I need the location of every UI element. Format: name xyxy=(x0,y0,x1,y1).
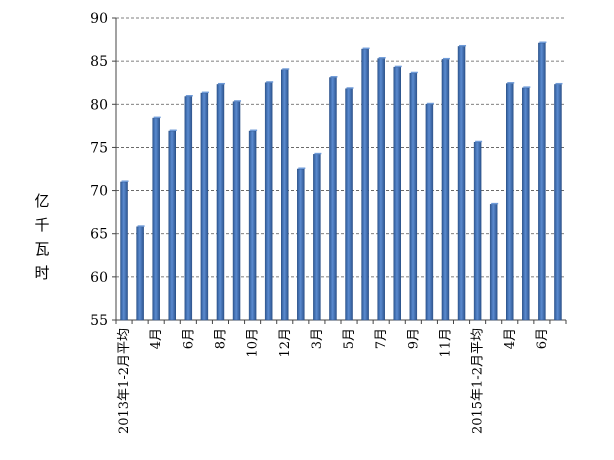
x-tick-label: 12月 xyxy=(278,328,293,358)
bar xyxy=(136,226,144,321)
bar-top xyxy=(459,44,467,47)
bar-top xyxy=(137,225,145,227)
bar-top xyxy=(523,86,531,88)
y-axis-label-char: 千 xyxy=(34,216,50,234)
gridlines xyxy=(116,17,566,278)
bar-top xyxy=(362,47,370,50)
bar-top xyxy=(121,180,129,182)
bar xyxy=(120,181,128,321)
bar xyxy=(377,58,385,321)
bar-top xyxy=(250,129,258,132)
bar xyxy=(200,92,209,321)
bar xyxy=(345,88,353,321)
y-axis-label-char: 时 xyxy=(34,264,50,282)
bar xyxy=(393,66,401,321)
bar-top xyxy=(314,152,322,155)
bar xyxy=(329,77,337,321)
y-tick-label: 55 xyxy=(90,313,108,329)
bar xyxy=(457,46,466,321)
bar-top xyxy=(507,82,515,84)
bar xyxy=(313,154,321,321)
bar-top xyxy=(153,116,161,119)
bar-top xyxy=(475,140,483,143)
bar xyxy=(554,84,562,321)
x-tick-label: 3月 xyxy=(310,328,325,349)
bar xyxy=(248,130,257,321)
x-tick-label: 2013年1-2月平均 xyxy=(117,328,132,434)
bar-top xyxy=(217,82,225,85)
bar-top xyxy=(555,82,563,85)
bar-top xyxy=(201,91,209,94)
bar xyxy=(297,168,305,321)
bar-top xyxy=(234,100,242,102)
x-tick-label: 7月 xyxy=(374,328,389,349)
bar-top xyxy=(426,102,434,105)
bar xyxy=(489,204,498,321)
bar xyxy=(152,117,160,321)
axes xyxy=(112,17,567,324)
x-tick-label: 4月 xyxy=(503,328,518,349)
bar xyxy=(264,82,273,321)
bar xyxy=(425,104,434,321)
bar-top xyxy=(394,65,402,68)
bar-top xyxy=(330,76,338,78)
y-tick-label: 80 xyxy=(90,97,108,113)
bar xyxy=(184,96,193,321)
y-tick-label: 85 xyxy=(90,54,108,70)
bar-top xyxy=(282,68,290,70)
y-axis-label-char: 亿 xyxy=(34,192,50,210)
bar-top xyxy=(169,129,177,132)
bar xyxy=(168,130,176,321)
bar-top xyxy=(378,57,386,59)
bar xyxy=(232,101,241,321)
x-tick-label: 8月 xyxy=(213,328,228,349)
bars xyxy=(120,41,563,321)
y-tick-labels: 55 60 65 70 75 80 85 90 xyxy=(90,11,108,329)
y-tick-label: 60 xyxy=(90,270,108,286)
bar xyxy=(506,83,514,321)
bar-top xyxy=(298,167,306,169)
x-tick-label: 10月 xyxy=(246,328,261,358)
x-tick-label: 9月 xyxy=(406,328,421,349)
x-tick-label: 2015年1-2月平均 xyxy=(471,328,486,434)
y-tick-label: 90 xyxy=(90,11,108,27)
bar xyxy=(538,42,546,321)
bar-top xyxy=(491,202,499,205)
bar-top xyxy=(539,41,547,44)
bar xyxy=(281,69,289,321)
y-axis-label-char: 瓦 xyxy=(34,240,50,258)
y-tick-label: 70 xyxy=(90,184,108,200)
x-tick-labels: 2013年1-2月平均 4月 6月 8月 10月 12月 3月 5月 7月 9月 11月 2015年1… xyxy=(117,328,550,434)
bar xyxy=(216,84,225,321)
bar xyxy=(361,48,369,321)
bar-top xyxy=(346,87,354,89)
x-tick-label: 6月 xyxy=(535,328,550,349)
bar xyxy=(409,72,418,321)
bar-top xyxy=(185,95,193,97)
x-tick-label: 6月 xyxy=(181,328,196,349)
bar-top xyxy=(442,57,450,60)
bar xyxy=(522,87,530,321)
bar-top xyxy=(410,71,418,74)
bar xyxy=(441,59,450,321)
bar-top xyxy=(266,81,274,83)
x-tick-label: 11月 xyxy=(438,328,453,358)
x-tick-label: 4月 xyxy=(149,328,164,349)
y-tick-label: 75 xyxy=(90,140,108,156)
x-tick-label: 5月 xyxy=(342,328,357,349)
bar xyxy=(473,142,482,321)
y-tick-label: 65 xyxy=(90,227,108,243)
